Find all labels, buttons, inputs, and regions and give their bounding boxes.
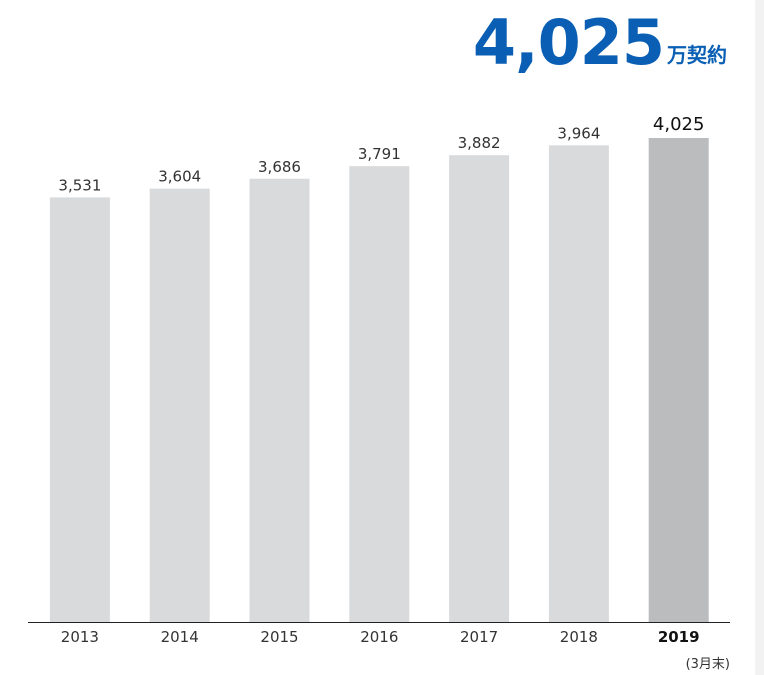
x-tick-label: 2019 (658, 628, 700, 646)
x-tick-label: 2016 (360, 628, 398, 646)
side-strip (755, 0, 764, 675)
x-tick-label: 2017 (460, 628, 498, 646)
x-tick-label: 2018 (560, 628, 598, 646)
headline-unit: 万契約 (666, 43, 727, 67)
value-label: 3,882 (458, 134, 501, 152)
bar (449, 155, 510, 622)
value-label: 3,964 (557, 124, 600, 142)
bar (548, 145, 609, 623)
value-label: 3,686 (258, 158, 301, 176)
bar (249, 178, 310, 622)
value-label: 4,025 (653, 114, 705, 135)
x-tick-label: 2014 (161, 628, 199, 646)
x-tick-label: 2015 (260, 628, 298, 646)
headline: 4,025 (473, 6, 664, 79)
value-label: 3,531 (58, 176, 101, 194)
note: (3月末) (686, 657, 730, 672)
value-label: 3,604 (158, 168, 201, 186)
value-label: 3,791 (358, 145, 401, 163)
x-tick-label: 2013 (61, 628, 99, 646)
bar (149, 188, 210, 622)
bar (648, 138, 709, 622)
bar (349, 166, 410, 623)
bar (49, 197, 110, 622)
